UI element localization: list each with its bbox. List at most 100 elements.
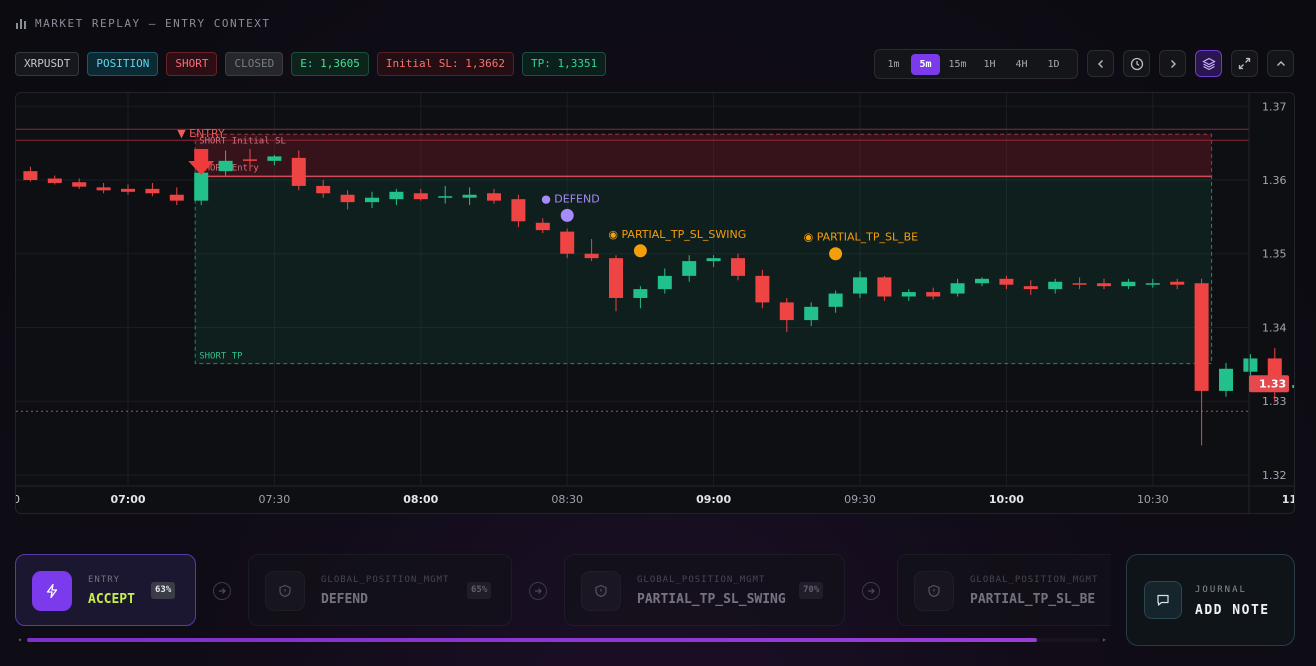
timeline-card-defend[interactable]: GLOBAL_POSITION_MGMT DEFEND 65% <box>248 554 512 626</box>
sl-zone-label: SHORT Initial SL <box>199 136 286 146</box>
timeline-card-value: PARTIAL_TP_SL_BE <box>970 592 1096 607</box>
candle <box>657 268 672 294</box>
timeline-card-label: ENTRY <box>88 575 121 585</box>
y-tick-label: 1.36 <box>1262 174 1287 187</box>
candle <box>1145 278 1160 288</box>
candle-body <box>1072 283 1087 285</box>
collapse-button[interactable] <box>1267 50 1294 77</box>
x-tick-label: 11:00 <box>1282 493 1295 506</box>
candle-body <box>779 302 794 321</box>
candle <box>1170 278 1185 290</box>
candle-body <box>1023 286 1038 290</box>
side-chip: SHORT <box>166 52 218 76</box>
timeline-arrow <box>213 582 231 600</box>
page-title-text: MARKET REPLAY — ENTRY CONTEXT <box>35 17 271 30</box>
shield-icon-box <box>914 571 954 611</box>
candle-body <box>950 283 965 294</box>
candle <box>560 228 575 259</box>
candle <box>1097 278 1111 290</box>
position-chip: POSITION <box>87 52 159 76</box>
timeline-card-label: GLOBAL_POSITION_MGMT <box>321 575 450 585</box>
candle <box>926 287 941 300</box>
timeline-card-partial-swing[interactable]: GLOBAL_POSITION_MGMT PARTIAL_TP_SL_SWING… <box>564 554 845 626</box>
add-note-button[interactable]: JOURNAL ADD NOTE <box>1126 554 1295 646</box>
prev-button[interactable] <box>1087 50 1114 77</box>
candle-body <box>1145 283 1160 285</box>
candle <box>779 297 794 332</box>
scroll-left-icon[interactable]: ◂ <box>17 635 22 644</box>
candle <box>487 188 501 204</box>
candle <box>1194 278 1209 446</box>
candle-body <box>755 275 770 303</box>
timeframe-1m[interactable]: 1m <box>887 58 900 70</box>
candle-body <box>584 253 599 259</box>
candle-body <box>1048 281 1063 290</box>
x-tick-label: 09:30 <box>844 493 876 506</box>
y-tick-label: 1.33 <box>1262 395 1287 408</box>
candle <box>584 238 599 262</box>
candle <box>755 269 770 309</box>
layers-button[interactable] <box>1195 50 1222 77</box>
candle-body <box>1243 358 1258 372</box>
clock-icon <box>1130 57 1143 70</box>
timeline-scrollbar[interactable]: ◂ ▸ <box>15 636 1111 644</box>
confidence-badge: 63% <box>151 582 176 599</box>
candle <box>1243 354 1258 378</box>
candle <box>291 150 306 191</box>
candle-body <box>633 289 648 298</box>
candle-body <box>1097 283 1111 287</box>
candle-body <box>1170 281 1185 285</box>
candle <box>389 188 404 206</box>
timeframe-1h[interactable]: 1H <box>983 58 996 70</box>
event-label: ● DEFEND <box>541 192 600 205</box>
candle-body <box>1121 281 1136 287</box>
layers-icon <box>1201 57 1216 70</box>
timeframe-5m[interactable]: 5m <box>911 53 940 75</box>
history-button[interactable] <box>1123 50 1150 77</box>
y-tick-label: 1.37 <box>1262 100 1287 113</box>
shield-icon-box <box>265 571 305 611</box>
candle <box>633 286 648 309</box>
candle-body <box>23 171 38 181</box>
candle-body <box>169 194 184 201</box>
candle <box>47 175 62 185</box>
candle <box>1072 277 1087 290</box>
sl-zone <box>194 133 1213 177</box>
candle <box>1023 280 1038 296</box>
event-label: ◉ PARTIAL_TP_SL_BE <box>804 231 919 244</box>
y-tick-label: 1.32 <box>1262 469 1287 482</box>
timeframe-15m[interactable]: 15m <box>948 58 967 70</box>
candle <box>828 290 843 313</box>
next-button[interactable] <box>1159 50 1186 77</box>
timeline-card-value: DEFEND <box>321 592 368 607</box>
scroll-thumb[interactable] <box>27 638 1037 642</box>
symbol-chip[interactable]: XRPUSDT <box>15 52 80 76</box>
fullscreen-button[interactable] <box>1231 50 1258 77</box>
candle-body <box>901 292 916 297</box>
candle <box>365 191 379 209</box>
price-chart[interactable]: SHORT Initial SL SHORT Entry SHORT TP ▼ ENT… <box>15 92 1295 514</box>
tp-chip: TP: 1,3351 <box>522 52 607 76</box>
candle-body <box>682 261 697 276</box>
event-label: ◉ PARTIAL_TP_SL_SWING <box>608 228 746 241</box>
lightning-icon <box>46 583 58 599</box>
timeframe-4h[interactable]: 4H <box>1015 58 1028 70</box>
confidence-badge: 65% <box>467 582 492 599</box>
scroll-right-icon[interactable]: ▸ <box>1102 635 1107 644</box>
candle <box>340 190 355 210</box>
timeline-card-entry[interactable]: ENTRY ACCEPT 63% <box>15 554 196 626</box>
decision-timeline: ENTRY ACCEPT 63% GLOBAL_POSITION_MGMT DE… <box>15 554 1111 628</box>
timeframe-1d[interactable]: 1D <box>1047 58 1060 70</box>
event-marker <box>829 247 843 261</box>
timeline-card-partial-be[interactable]: GLOBAL_POSITION_MGMT PARTIAL_TP_SL_BE <box>897 554 1111 626</box>
candle <box>804 302 819 326</box>
candle <box>218 150 233 176</box>
candle-body <box>267 156 282 161</box>
timeframe-selector: 1m 5m 15m 1H 4H 1D <box>874 49 1078 79</box>
chart-grid <box>16 93 1249 486</box>
candle <box>535 218 550 234</box>
candle-body <box>291 157 306 186</box>
candle-body <box>121 188 135 192</box>
chevron-left-icon <box>1097 59 1103 68</box>
candle <box>1219 362 1233 397</box>
